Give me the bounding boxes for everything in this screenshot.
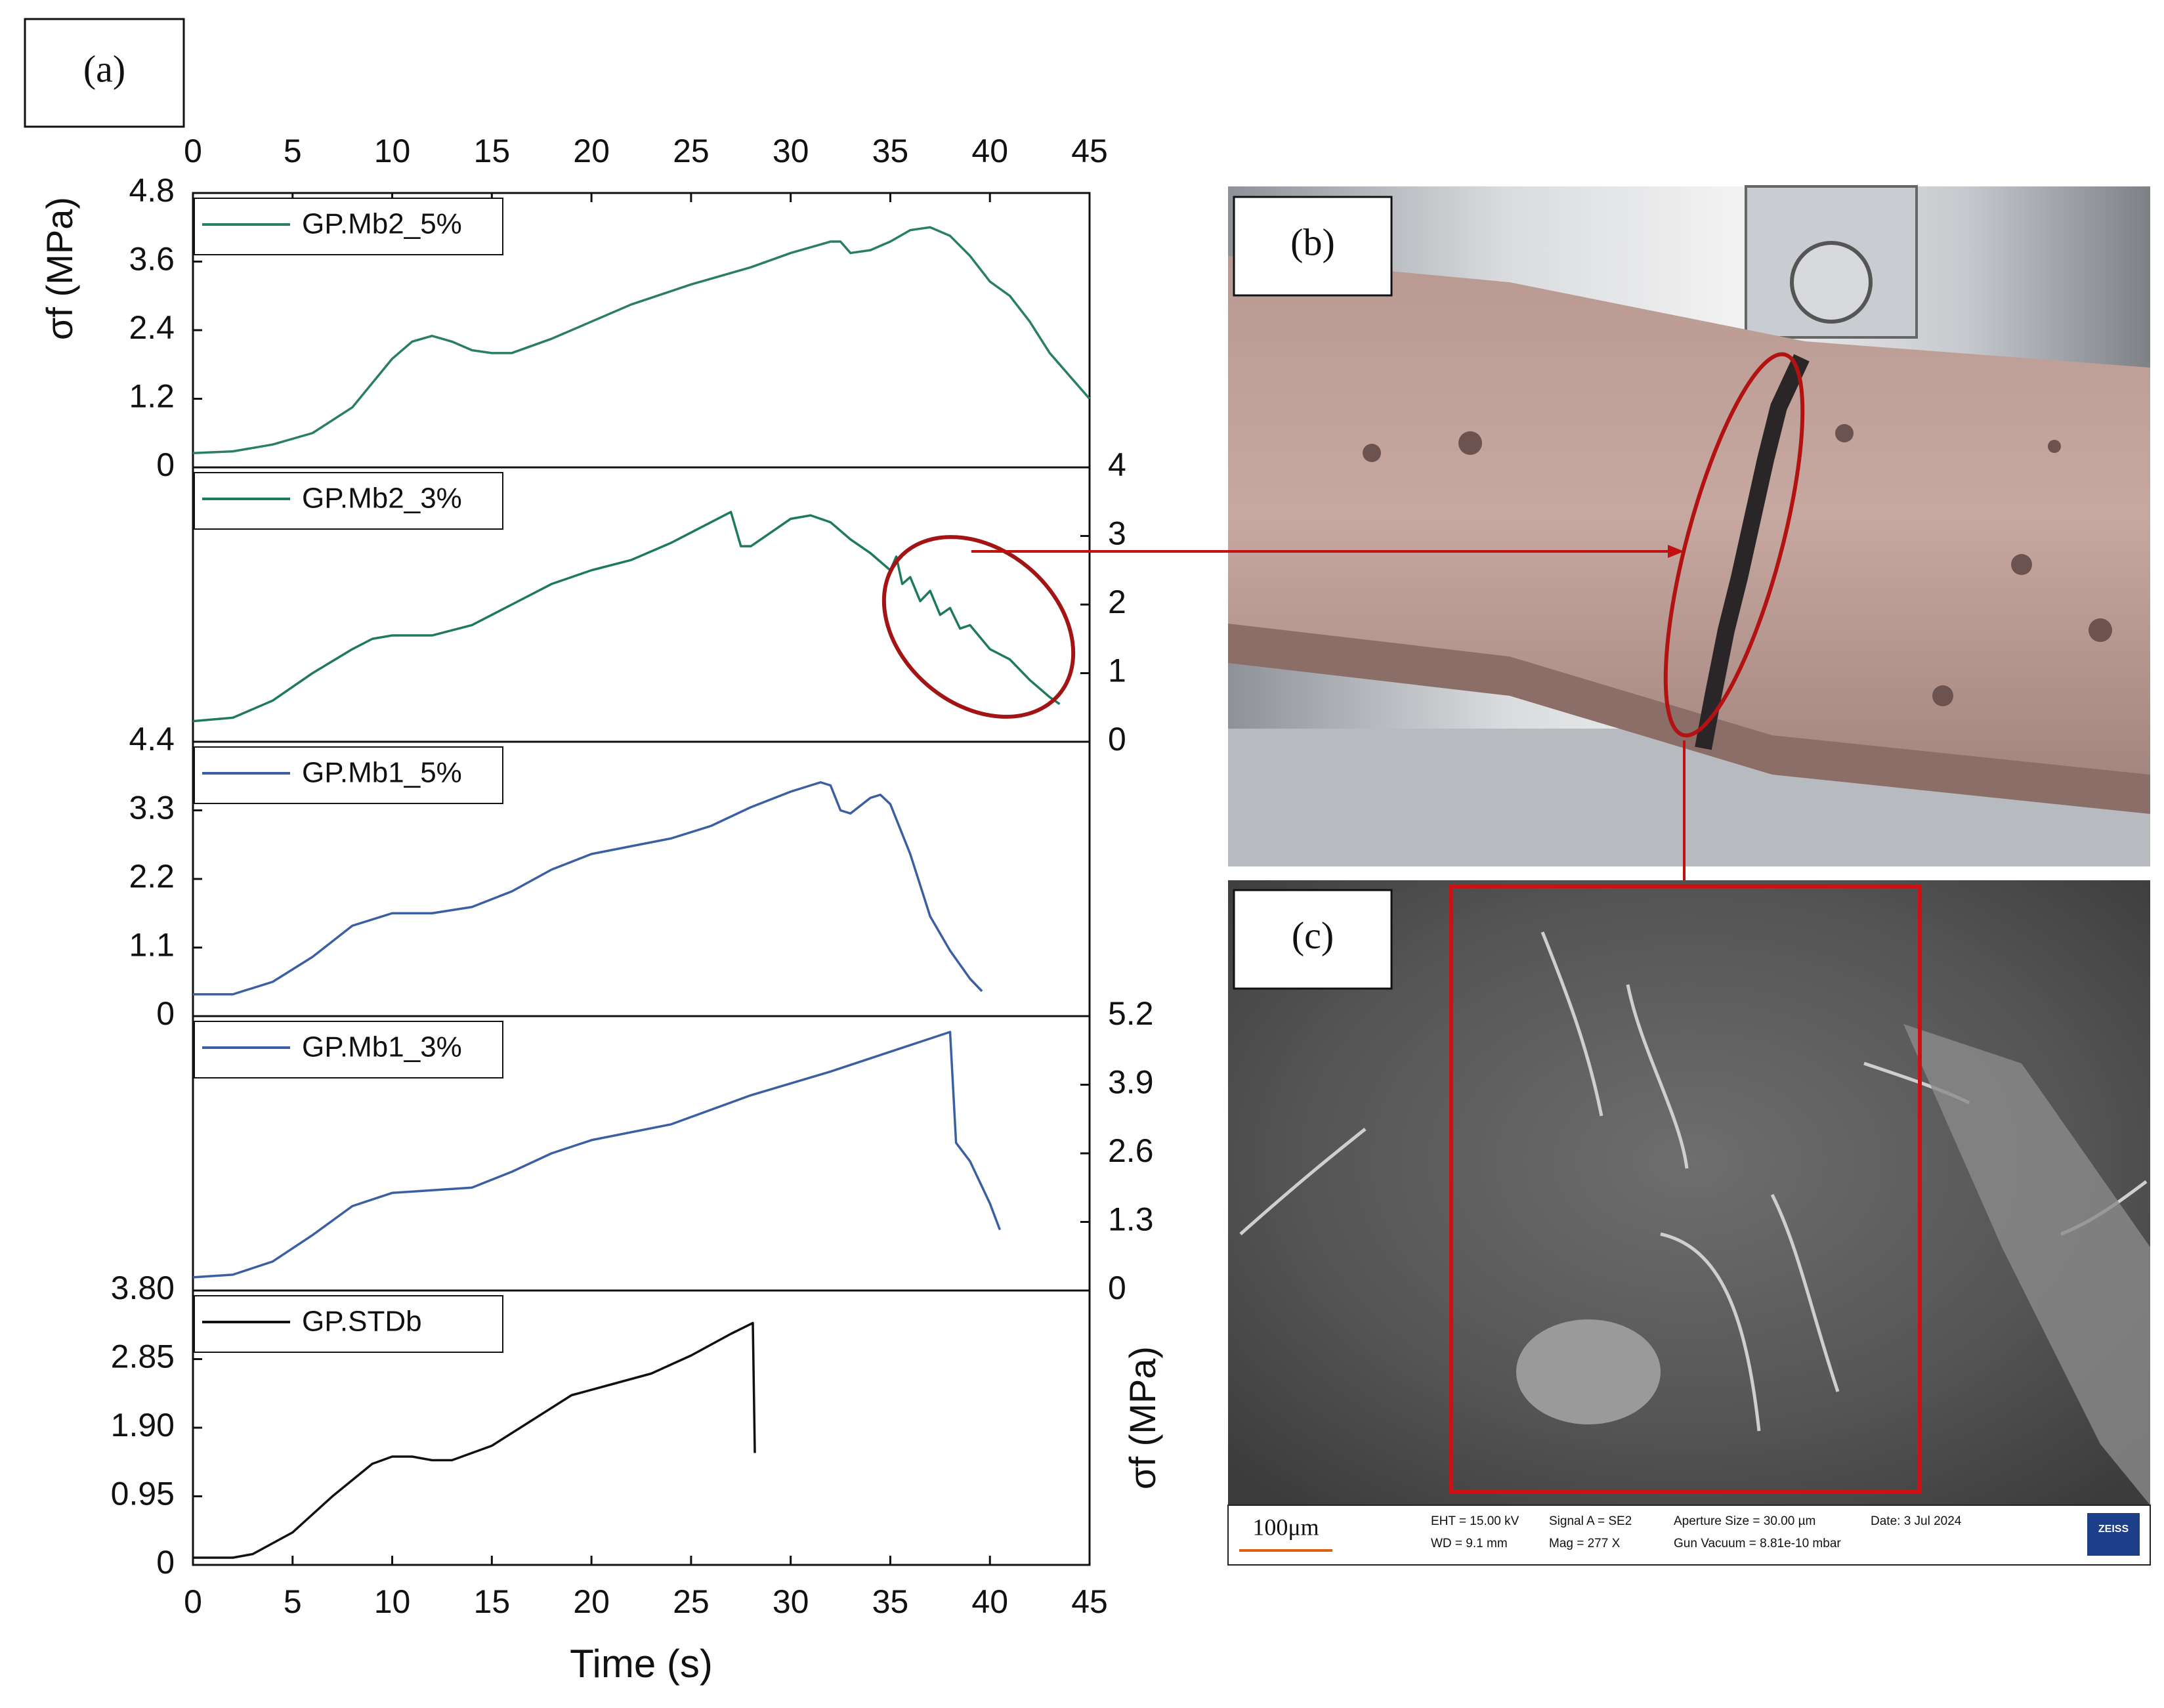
panel-label: (a)	[83, 47, 125, 90]
y-tick-label: 3.9	[1108, 1064, 1154, 1101]
y-tick-label: 2	[1108, 584, 1126, 620]
x-tick-label: 40	[971, 1583, 1008, 1620]
sem-info: Aperture Size = 30.00 µm	[1674, 1514, 1815, 1528]
sem-image: 100μm EHT = 15.00 kV WD = 9.1 mm Signal …	[1227, 880, 2151, 1566]
y-tick-label: 3.80	[111, 1270, 175, 1306]
x-tick-label: 35	[872, 1583, 909, 1620]
pores	[1363, 424, 2112, 706]
y-tick-label: 1.3	[1108, 1201, 1154, 1238]
x-tick-label: 40	[971, 133, 1008, 169]
y-tick-label: 4	[1108, 446, 1126, 483]
sem-info: Signal A = SE2	[1549, 1514, 1632, 1528]
x-tick-label: 45	[1071, 133, 1108, 169]
crack-highlight	[1663, 352, 1805, 738]
x-tick-label: 30	[773, 1583, 809, 1620]
legend-label: GP.Mb1_5%	[302, 757, 462, 789]
y-tick-label: 2.85	[111, 1338, 175, 1375]
region-box	[1449, 884, 1922, 1493]
legend-label: GP.Mb1_3%	[302, 1031, 462, 1063]
noise-highlight	[881, 535, 1076, 719]
scale-label: 100μm	[1252, 1514, 1319, 1540]
x-tick-label: 10	[374, 1583, 411, 1620]
particle	[1516, 1319, 1661, 1424]
y-tick-label: 0	[1108, 1270, 1126, 1306]
x-tick-label: 20	[573, 133, 610, 169]
y-tick-label: 0	[156, 446, 175, 483]
bolt	[1790, 241, 1873, 324]
y-tick-label: 0	[1108, 721, 1126, 758]
data-line	[192, 226, 1091, 454]
y-tick-label: 4.8	[129, 172, 175, 209]
sem-info: Mag = 277 X	[1549, 1537, 1621, 1550]
brand-logo	[2087, 1513, 2140, 1556]
y-tick-label: 0	[156, 1544, 175, 1581]
legend-box	[194, 746, 503, 804]
x-tick-label: 0	[184, 133, 202, 169]
x-axis-label: Time (s)	[570, 1642, 713, 1686]
y-tick-label: 1	[1108, 652, 1126, 689]
sem-info: Gun Vacuum = 8.81e-10 mbar	[1674, 1537, 1841, 1550]
photo: (b)	[1228, 185, 2150, 866]
sem-info: Date: 3 Jul 2024	[1871, 1514, 1962, 1528]
label-box	[24, 18, 185, 128]
y-tick-label: 2.4	[129, 309, 175, 346]
panel-label: (c)	[1292, 914, 1334, 956]
y-tick-label: 1.1	[129, 927, 175, 964]
y-tick-label: 5.2	[1108, 995, 1154, 1032]
panel-label: (b)	[1290, 221, 1335, 263]
brand: ZEISS	[2098, 1524, 2129, 1535]
sem-info: EHT = 15.00 kV	[1431, 1514, 1519, 1528]
data-line	[193, 781, 983, 996]
data-line	[192, 1031, 1002, 1279]
y-tick-label: 2.6	[1108, 1132, 1154, 1169]
y-tick-label: 1.90	[111, 1407, 175, 1443]
y-tick-label: 4.4	[129, 721, 175, 758]
legend-label: GP.STDb	[302, 1306, 422, 1338]
x-tick-label: 5	[284, 133, 302, 169]
x-tick-label: 45	[1071, 1583, 1108, 1620]
y-tick-label: 0	[156, 995, 175, 1032]
x-tick-label: 20	[573, 1583, 610, 1620]
data-line	[193, 1321, 756, 1559]
y-tick-label: 3	[1108, 515, 1126, 552]
specimen	[1228, 256, 2150, 775]
crack	[1695, 354, 1810, 750]
legend-box	[194, 1021, 503, 1078]
x-tick-label: 35	[872, 133, 909, 169]
y-tick-label: 3.6	[129, 241, 175, 278]
legend-label: GP.Mb2_3%	[302, 482, 462, 515]
x-tick-label: 25	[673, 133, 710, 169]
label-box	[1233, 196, 1393, 297]
x-tick-label: 15	[474, 133, 511, 169]
y-tick-label: 1.2	[129, 378, 175, 415]
sem-info: WD = 9.1 mm	[1431, 1537, 1508, 1550]
y-tick-label: 2.2	[129, 858, 175, 895]
label-box	[1233, 889, 1393, 990]
legend-label: GP.Mb2_5%	[302, 208, 462, 240]
y-axis-label: σf (MPa)	[39, 197, 80, 340]
x-tick-label: 25	[673, 1583, 710, 1620]
y-axis-label: σf (MPa)	[1122, 1346, 1163, 1489]
x-tick-label: 5	[284, 1583, 302, 1620]
data-line	[192, 511, 1061, 723]
x-tick-label: 30	[773, 133, 809, 169]
legend-box	[194, 472, 503, 530]
y-tick-label: 0.95	[111, 1476, 175, 1512]
x-tick-label: 10	[374, 133, 411, 169]
legend-box	[194, 1295, 503, 1353]
x-tick-label: 15	[474, 1583, 511, 1620]
y-tick-label: 3.3	[129, 790, 175, 826]
specimen-edge	[1228, 624, 2150, 814]
bright-region	[1903, 1024, 2150, 1505]
info-bar	[1227, 1505, 2151, 1566]
legend-box	[194, 198, 503, 255]
arrowhead	[1668, 545, 1684, 558]
x-tick-label: 0	[184, 1583, 202, 1620]
